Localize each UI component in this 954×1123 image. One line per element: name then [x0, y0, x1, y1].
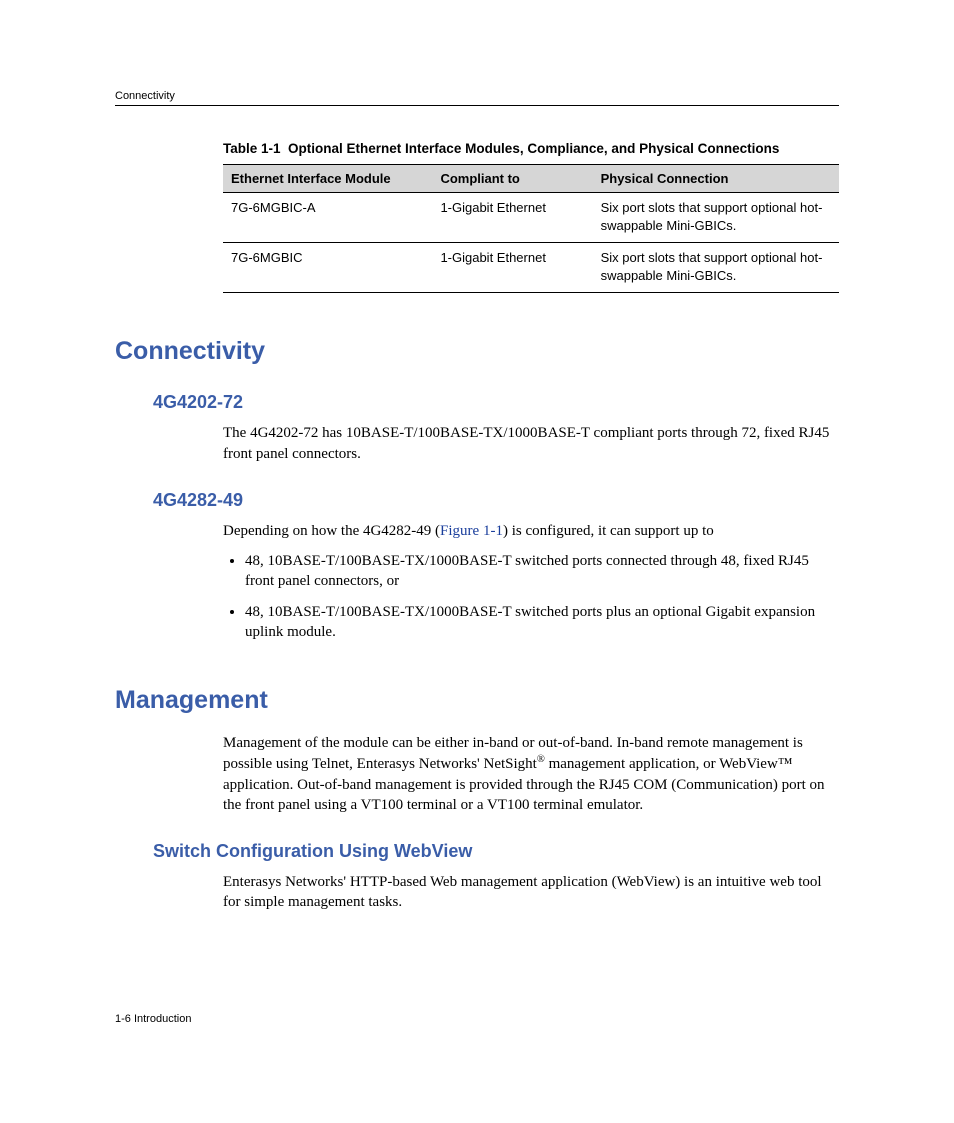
- table-col-physical: Physical Connection: [593, 165, 839, 193]
- text: management application, or WebView: [545, 756, 778, 772]
- page-footer: 1-6 Introduction: [115, 1013, 191, 1025]
- content-management: Management of the module can be either i…: [223, 733, 839, 815]
- table-col-module: Ethernet Interface Module: [223, 165, 432, 193]
- running-head: Connectivity: [115, 90, 839, 106]
- table-cell: 1-Gigabit Ethernet: [432, 193, 592, 243]
- paragraph: Depending on how the 4G4282-49 (Figure 1…: [223, 521, 839, 541]
- text: ) is configured, it can support up to: [503, 523, 714, 539]
- text: Depending on how the 4G4282-49 (: [223, 523, 440, 539]
- list-item: 48, 10BASE-T/100BASE-TX/1000BASE-T switc…: [245, 551, 839, 592]
- page: Connectivity Table 1-1 Optional Ethernet…: [0, 0, 954, 1123]
- heading-4g4282-49: 4G4282-49: [153, 490, 839, 511]
- registered-mark: ®: [537, 754, 545, 765]
- trademark: ™: [778, 756, 793, 772]
- interface-modules-table: Ethernet Interface Module Compliant to P…: [223, 164, 839, 293]
- paragraph: Management of the module can be either i…: [223, 733, 839, 815]
- table-caption-text: Optional Ethernet Interface Modules, Com…: [288, 141, 779, 156]
- content-4g4202-72: The 4G4202-72 has 10BASE-T/100BASE-TX/10…: [223, 423, 839, 464]
- table-row: 7G-6MGBIC 1-Gigabit Ethernet Six port sl…: [223, 243, 839, 293]
- table-cell: Six port slots that support optional hot…: [593, 243, 839, 293]
- table-col-compliant: Compliant to: [432, 165, 592, 193]
- content-webview: Enterasys Networks' HTTP-based Web manag…: [223, 872, 839, 913]
- heading-webview: Switch Configuration Using WebView: [153, 841, 839, 862]
- bullet-list: 48, 10BASE-T/100BASE-TX/1000BASE-T switc…: [223, 551, 839, 642]
- table-cell: 7G-6MGBIC-A: [223, 193, 432, 243]
- heading-management: Management: [115, 686, 839, 715]
- table-cell: Six port slots that support optional hot…: [593, 193, 839, 243]
- list-item: 48, 10BASE-T/100BASE-TX/1000BASE-T switc…: [245, 602, 839, 643]
- text: application. Out-of-band management is p…: [223, 777, 825, 813]
- paragraph: The 4G4202-72 has 10BASE-T/100BASE-TX/10…: [223, 423, 839, 464]
- content-4g4282-49: Depending on how the 4G4282-49 (Figure 1…: [223, 521, 839, 642]
- table-caption: Table 1-1 Optional Ethernet Interface Mo…: [223, 140, 839, 158]
- table-block: Table 1-1 Optional Ethernet Interface Mo…: [223, 140, 839, 293]
- paragraph: Enterasys Networks' HTTP-based Web manag…: [223, 872, 839, 913]
- heading-4g4202-72: 4G4202-72: [153, 392, 839, 413]
- table-caption-label: Table 1-1: [223, 141, 281, 156]
- table-cell: 1-Gigabit Ethernet: [432, 243, 592, 293]
- table-row: 7G-6MGBIC-A 1-Gigabit Ethernet Six port …: [223, 193, 839, 243]
- table-cell: 7G-6MGBIC: [223, 243, 432, 293]
- figure-xref[interactable]: Figure 1-1: [440, 523, 503, 539]
- table-header-row: Ethernet Interface Module Compliant to P…: [223, 165, 839, 193]
- heading-connectivity: Connectivity: [115, 337, 839, 366]
